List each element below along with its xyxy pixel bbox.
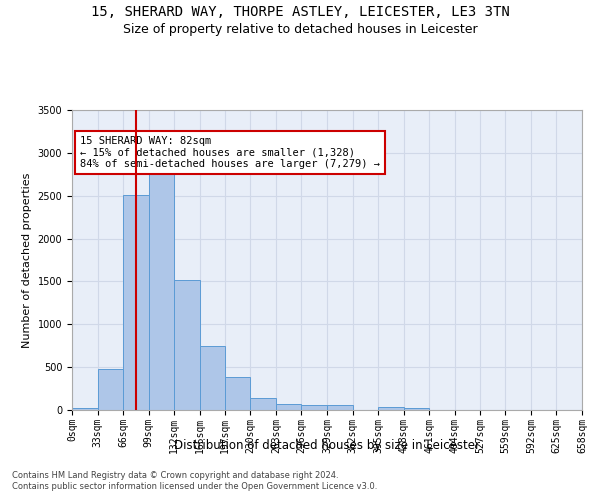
Bar [200,346,224,410]
Bar [378,406,404,410]
Bar [175,280,200,410]
Text: Contains public sector information licensed under the Open Government Licence v3: Contains public sector information licen… [12,482,377,491]
Bar [224,376,250,410]
Text: Size of property relative to detached houses in Leicester: Size of property relative to detached ho… [122,22,478,36]
Bar [149,168,175,410]
Bar [98,369,123,410]
Bar [276,404,301,410]
Bar [250,398,276,410]
Text: 15, SHERARD WAY, THORPE ASTLEY, LEICESTER, LE3 3TN: 15, SHERARD WAY, THORPE ASTLEY, LEICESTE… [91,5,509,19]
Bar [72,408,98,410]
Text: Contains HM Land Registry data © Crown copyright and database right 2024.: Contains HM Land Registry data © Crown c… [12,471,338,480]
Bar [404,408,430,410]
Text: Distribution of detached houses by size in Leicester: Distribution of detached houses by size … [174,440,480,452]
Text: 15 SHERARD WAY: 82sqm
← 15% of detached houses are smaller (1,328)
84% of semi-d: 15 SHERARD WAY: 82sqm ← 15% of detached … [80,136,380,169]
Bar [301,406,327,410]
Y-axis label: Number of detached properties: Number of detached properties [22,172,32,348]
Bar [123,195,149,410]
Bar [327,406,353,410]
